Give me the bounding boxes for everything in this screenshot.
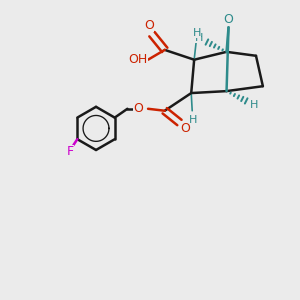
Text: H: H [250, 100, 258, 110]
Text: O: O [133, 102, 143, 115]
Text: O: O [144, 19, 154, 32]
Text: H: H [193, 28, 201, 38]
Text: H: H [189, 115, 197, 124]
Text: H: H [195, 33, 203, 43]
Text: F: F [67, 146, 74, 158]
Text: OH: OH [129, 53, 148, 66]
Text: O: O [180, 122, 190, 135]
Text: O: O [224, 13, 233, 26]
